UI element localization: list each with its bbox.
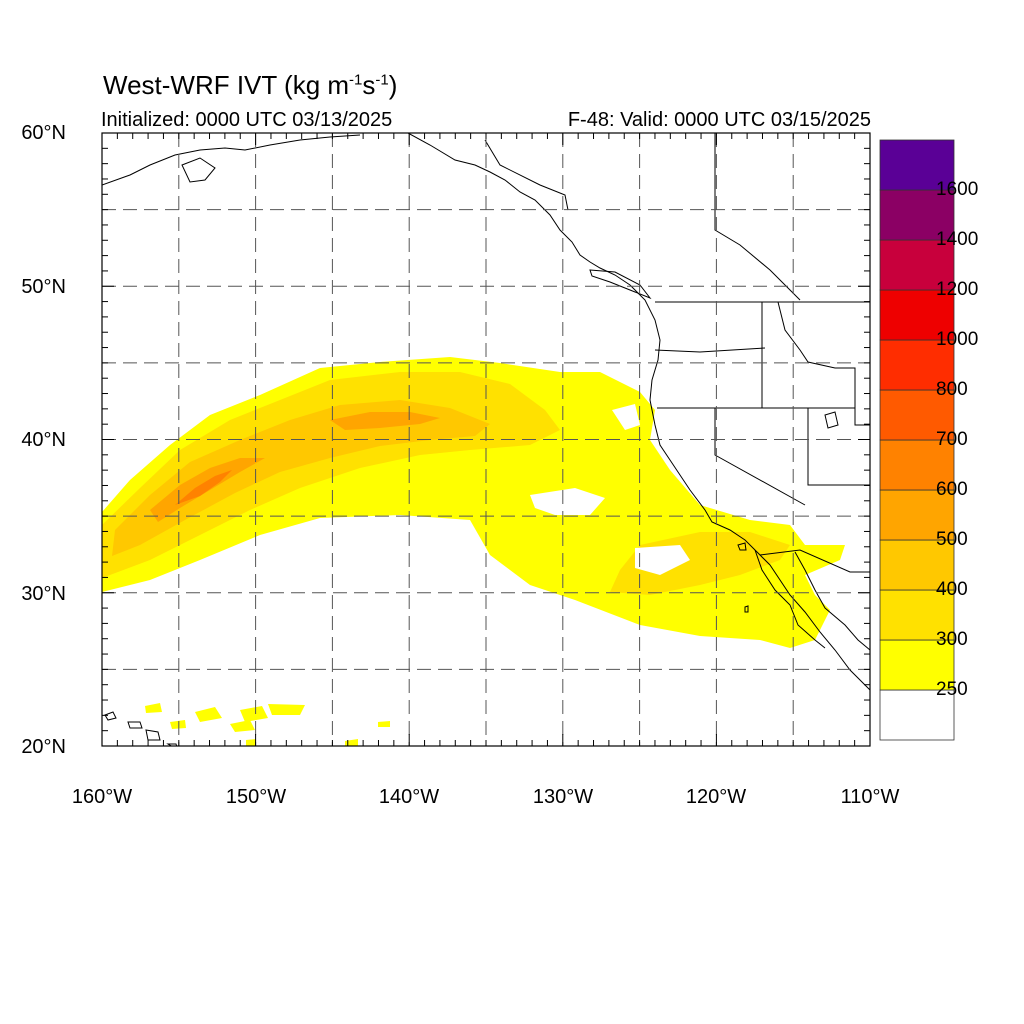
colorbar-swatch xyxy=(879,389,955,441)
colorbar-swatch xyxy=(879,689,955,741)
montana-idaho-border xyxy=(777,301,870,426)
colorbar-swatch xyxy=(879,189,955,241)
colorbar-level-label: 1600 xyxy=(936,179,979,200)
grid-lines xyxy=(102,133,870,746)
great-salt-lake xyxy=(824,411,839,429)
colorbar xyxy=(879,139,955,741)
ivt-band-400 xyxy=(112,400,490,556)
ivt-gap-1 xyxy=(530,488,605,515)
oregon-washington-border xyxy=(654,347,766,353)
ivt-band-500-north xyxy=(330,412,440,430)
map-title: West-WRF IVT (kg m-1s-1) xyxy=(103,70,398,100)
colorbar-swatch xyxy=(879,589,955,641)
bc-alberta-border xyxy=(714,133,801,301)
colorbar-swatch xyxy=(879,239,955,291)
ivt-band-600 xyxy=(175,470,232,505)
coastline-and-borders xyxy=(102,133,870,746)
colorbar-level-label: 800 xyxy=(936,379,968,400)
hawaii-islands xyxy=(104,711,178,746)
colorbar-level-label: 700 xyxy=(936,429,968,450)
baja-california-coastline xyxy=(754,549,826,649)
colorbar-level-label: 500 xyxy=(936,529,968,550)
lat-label-20n: 20°N xyxy=(21,736,66,758)
colorbar-swatch xyxy=(879,289,955,341)
alaska-coastline xyxy=(102,134,361,186)
colorbar-level-label: 1200 xyxy=(936,279,979,300)
vancouver-island xyxy=(589,269,652,300)
kodiak-island xyxy=(181,157,216,183)
colorbar-level-label: 250 xyxy=(936,679,968,700)
initialized-label: Initialized: 0000 UTC 03/13/2025 xyxy=(101,109,393,131)
alaska-canada-border xyxy=(484,139,569,211)
colorbar-level-label: 1000 xyxy=(936,329,979,350)
lon-label-110w: 110°W xyxy=(840,786,900,808)
colorbar-swatch xyxy=(879,489,955,541)
colorbar-level-label: 400 xyxy=(936,579,968,600)
map-frame xyxy=(101,132,871,747)
utah-border xyxy=(807,408,870,486)
colorbar-swatch xyxy=(879,139,955,191)
lat-label-60n: 60°N xyxy=(21,122,66,144)
lon-label-120w: 120°W xyxy=(685,786,747,808)
ivt-gap-2 xyxy=(635,545,690,575)
lat-label-30n: 30°N xyxy=(21,583,66,605)
colorbar-level-label: 300 xyxy=(936,629,968,650)
colorbar-level-label: 600 xyxy=(936,479,968,500)
axis-ticks xyxy=(101,132,871,747)
mexico-border xyxy=(759,549,870,573)
gulf-of-california-coast xyxy=(794,551,870,651)
channel-islands xyxy=(737,542,749,613)
lat-label-40n: 40°N xyxy=(21,429,66,451)
lat-label-50n: 50°N xyxy=(21,276,66,298)
colorbar-level-label: 1400 xyxy=(936,229,979,250)
lon-label-160w: 160°W xyxy=(71,786,133,808)
lon-label-150w: 150°W xyxy=(225,786,287,808)
valid-time-label: F-48: Valid: 0000 UTC 03/15/2025 xyxy=(567,109,871,131)
lon-label-130w: 130°W xyxy=(532,786,594,808)
ivt-cells-south xyxy=(145,703,390,746)
ivt-gap-3 xyxy=(612,404,640,430)
colorbar-swatch xyxy=(879,439,955,491)
nevada-border xyxy=(714,408,806,506)
colorbar-swatch xyxy=(879,539,955,591)
colorbar-swatch xyxy=(879,339,955,391)
north-america-coastline xyxy=(407,133,870,691)
lon-label-140w: 140°W xyxy=(378,786,440,808)
ivt-field xyxy=(102,357,845,746)
